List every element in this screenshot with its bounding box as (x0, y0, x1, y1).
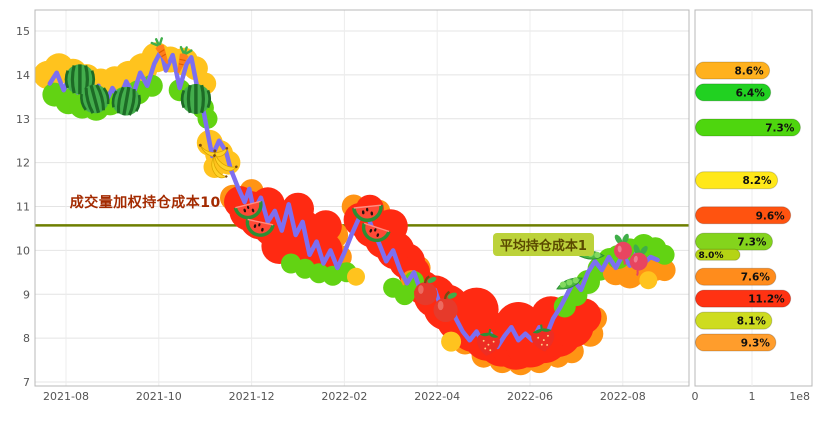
distribution-bar (695, 61, 771, 80)
holding-distribution-panel: 8.6% 6.4% 7.3% 8.2% 9.6% 7.3% 8.0% 7.6% 11.2% 8.1… (692, 0, 813, 422)
distribution-bar-label: 7.6% (741, 272, 771, 284)
x-tick-label: 2021-12 (229, 390, 275, 403)
x-tick-label: 2022-06 (507, 390, 553, 403)
distribution-bar (695, 83, 772, 102)
y-tick-label: 7 (23, 376, 30, 389)
y-tick-label: 10 (16, 244, 30, 257)
distribution-bar-label: 9.3% (741, 338, 771, 350)
y-tick-label: 14 (16, 69, 30, 82)
holding-distribution-svg: 8.6% 6.4% 7.3% 8.2% 9.6% 7.3% 8.0% 7.6% 11.2% 8.1… (692, 9, 813, 403)
x-tick-label: 2022-04 (414, 390, 460, 403)
banana-icon (213, 149, 239, 172)
price-history-svg: 15 14 13 12 11 10 9 8 7 2021-08 2021-10 2021-12 2022… (16, 9, 690, 403)
price-line (47, 48, 660, 350)
dist-scale-label: 1e8 (789, 390, 810, 403)
dist-x-tick-label: 1 (749, 390, 756, 403)
watermelon-icon (64, 64, 96, 95)
distribution-bar (695, 267, 777, 286)
distribution-bar (695, 333, 777, 352)
watermelon-icon (180, 84, 212, 114)
y-tick-label: 12 (16, 157, 30, 170)
distribution-bar-label: 11.2% (748, 294, 785, 306)
distribution-bar (695, 289, 792, 308)
carrot-icon (150, 37, 169, 64)
melon-slice-icon (352, 204, 383, 222)
apple-icon (414, 275, 438, 306)
watermelon-icon (111, 86, 141, 116)
apple-icon (433, 290, 458, 323)
strawberry-icon (531, 324, 555, 352)
price-history-panel: 15 14 13 12 11 10 9 8 7 2021-08 2021-10 2021-12 2022… (16, 9, 690, 403)
distribution-bar (695, 311, 773, 330)
y-tick-label: 13 (16, 113, 30, 126)
distribution-bar-label: 6.4% (736, 87, 766, 99)
melon-slice-icon (233, 200, 263, 220)
distribution-bar-label: 8.0% (699, 251, 724, 261)
melon-slice-icon (361, 222, 391, 243)
y-tick-label: 8 (23, 332, 30, 345)
radish-icon (629, 244, 648, 277)
x-tick-label: 2021-08 (43, 390, 89, 403)
distribution-bar-label: 9.6% (756, 210, 786, 222)
strawberry-icon (476, 328, 500, 357)
watermelon-icon (80, 84, 110, 114)
distribution-bar (695, 248, 741, 261)
peas-icon (556, 277, 583, 290)
x-tick-label: 2022-02 (321, 390, 367, 403)
carrot-icon (177, 45, 193, 74)
x-tick-label: 2022-08 (600, 390, 646, 403)
distribution-bar-label: 7.3% (737, 237, 767, 249)
vwap-cost-label: 成交量加权持仓成本10 (69, 195, 221, 212)
distribution-bar-label: 8.1% (737, 316, 767, 328)
distribution-bar-label: 7.3% (765, 123, 795, 135)
distribution-bar-label: 8.6% (734, 66, 764, 78)
distribution-bar (695, 206, 792, 225)
x-tick-label: 2021-10 (136, 390, 182, 403)
banana-icon (198, 143, 229, 158)
distribution-bar-label: 8.2% (742, 175, 772, 187)
banana-icon (211, 154, 229, 179)
melon-slice-icon (245, 218, 275, 237)
grid (35, 10, 689, 386)
radish-icon (614, 233, 633, 265)
y-tick-label: 15 (16, 25, 30, 38)
average-cost-label: 平均持仓成本1 (492, 232, 594, 256)
y-tick-label: 11 (16, 201, 30, 214)
distribution-bar (695, 118, 801, 137)
y-tick-label: 9 (23, 288, 30, 301)
distribution-bar (695, 171, 779, 190)
dist-x-tick-label: 0 (692, 390, 699, 403)
